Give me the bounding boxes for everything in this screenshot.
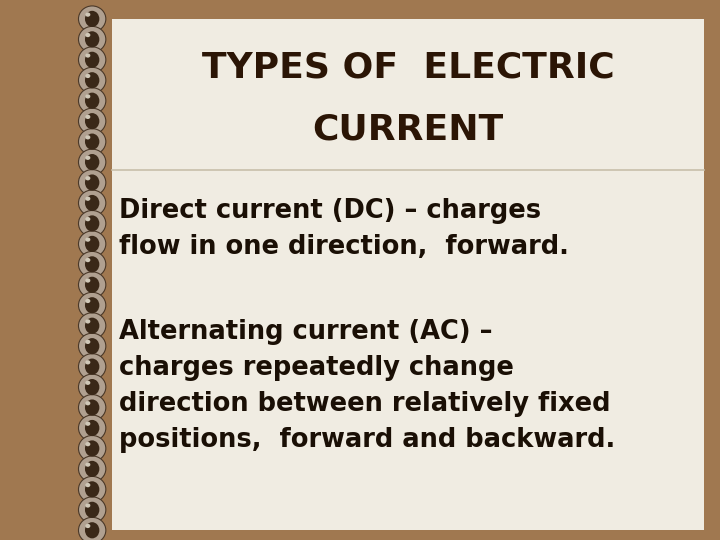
Text: Direct current (DC) – charges
flow in one direction,  forward.: Direct current (DC) – charges flow in on… [119,199,569,260]
Text: TYPES OF  ELECTRIC: TYPES OF ELECTRIC [202,51,614,84]
Text: CURRENT: CURRENT [312,113,503,146]
Bar [704,19,720,530]
Text: Alternating current (AC) –
charges repeatedly change
direction between relativel: Alternating current (AC) – charges repea… [119,319,615,453]
Bar [112,19,704,530]
